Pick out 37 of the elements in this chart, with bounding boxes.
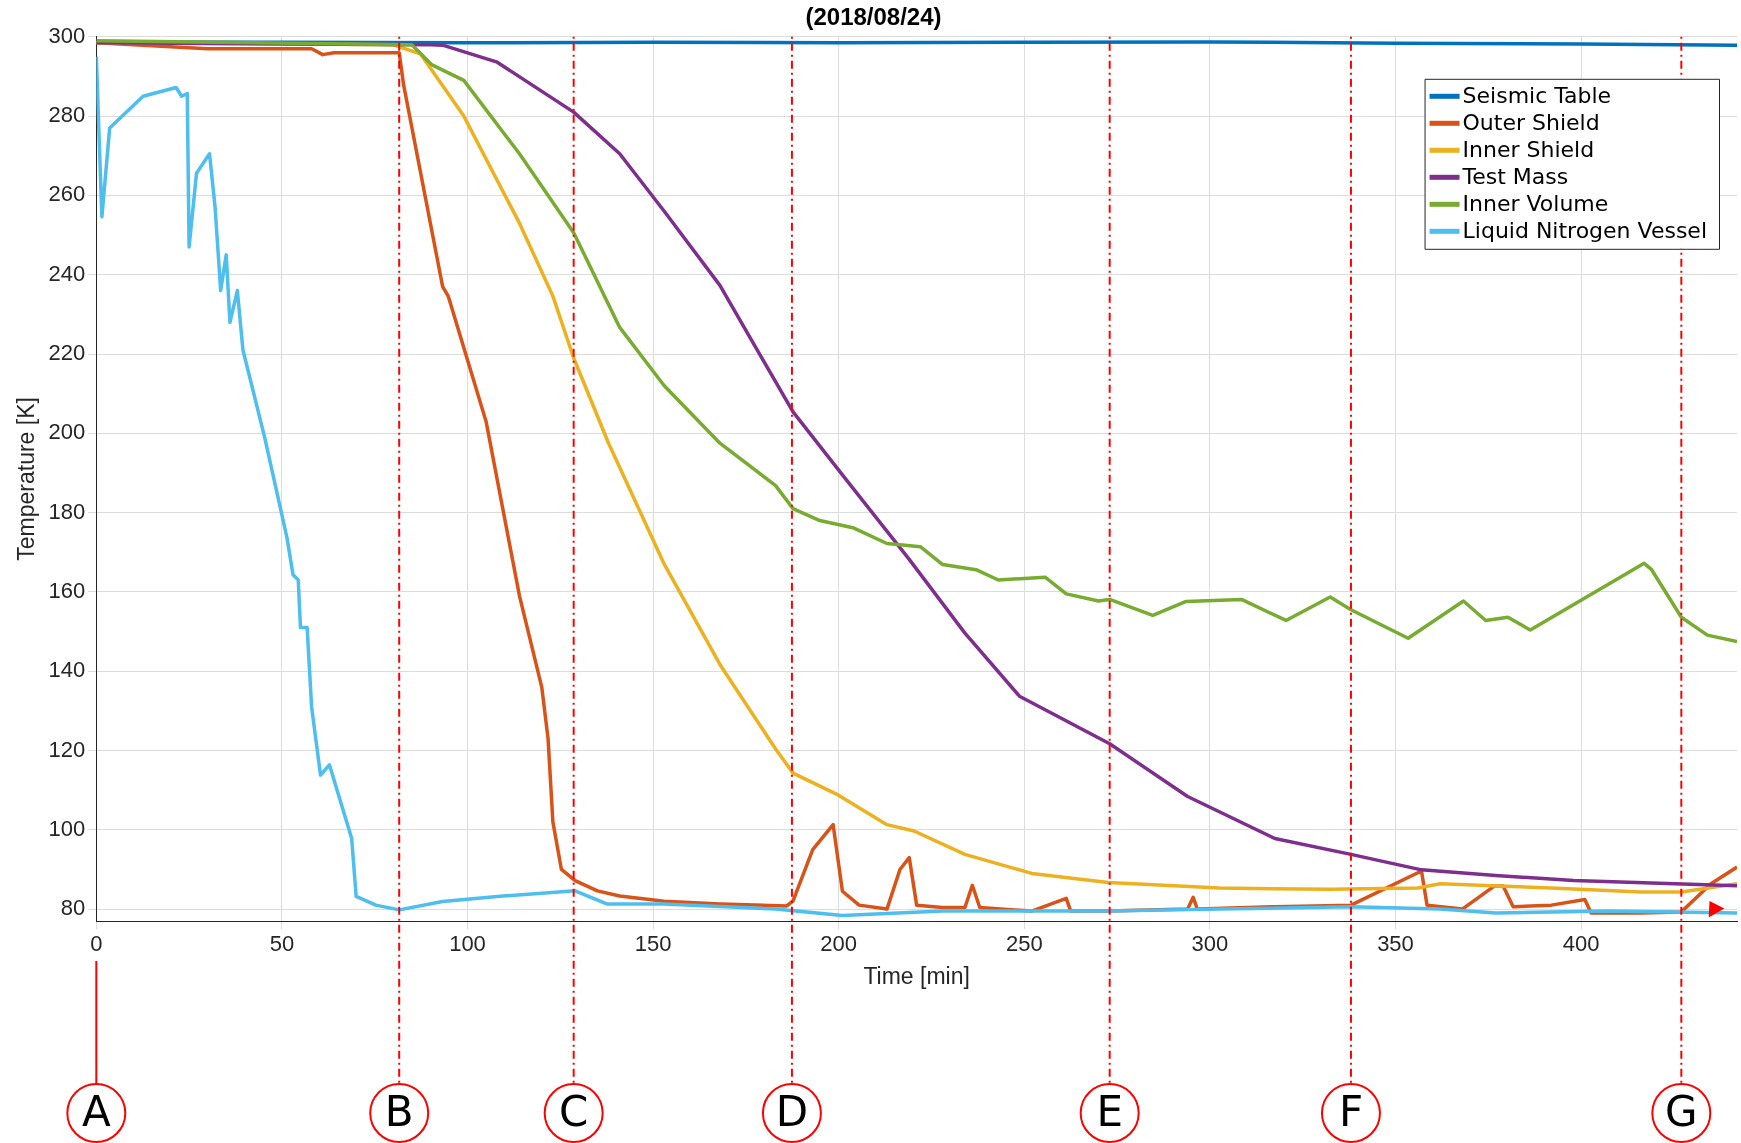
y-tick-label: 160 <box>48 577 86 603</box>
y-tick-label: 220 <box>48 340 86 366</box>
x-tick-label: 200 <box>820 931 858 957</box>
x-tick-label: 400 <box>1562 931 1600 957</box>
ref-line-label: D <box>775 1086 809 1136</box>
y-tick-label: 280 <box>48 102 86 128</box>
x-tick-label: 50 <box>269 931 295 957</box>
legend-label: Seismic Table <box>1462 83 1612 109</box>
x-tick-label: 100 <box>449 931 486 957</box>
x-tick-label: 350 <box>1377 931 1414 957</box>
y-tick-label: 140 <box>48 657 86 683</box>
x-tick-label: 300 <box>1191 931 1229 957</box>
legend-label: Liquid Nitrogen Vessel <box>1462 218 1707 244</box>
y-axis-title: Temperature [K] <box>13 397 40 561</box>
x-tick-label: 250 <box>1005 931 1043 957</box>
legend-label: Inner Shield <box>1462 137 1595 163</box>
x-axis-title: Time [min] <box>863 962 970 989</box>
legend-label: Test Mass <box>1461 164 1569 190</box>
ref-line-label: E <box>1096 1086 1123 1136</box>
ref-line-label: C <box>559 1086 589 1136</box>
x-tick-label: 150 <box>634 931 672 957</box>
y-tick-label: 200 <box>48 419 86 445</box>
ref-line-label: A <box>81 1086 111 1136</box>
chart-title: (2018/08/24) <box>805 3 942 31</box>
y-tick-label: 80 <box>60 895 86 921</box>
y-tick-label: 120 <box>48 736 86 762</box>
y-tick-label: 240 <box>48 260 86 286</box>
y-tick-label: 260 <box>48 181 86 207</box>
legend-label: Outer Shield <box>1462 110 1600 136</box>
y-tick-label: 100 <box>48 815 86 841</box>
ref-line-label: G <box>1665 1086 1698 1136</box>
y-tick-label: 180 <box>48 498 86 524</box>
x-tick-label: 0 <box>90 931 103 957</box>
y-tick-label: 300 <box>48 22 86 48</box>
legend-label: Inner Volume <box>1462 191 1609 217</box>
ref-line-label: B <box>384 1086 414 1136</box>
ref-line-label: F <box>1338 1086 1364 1136</box>
